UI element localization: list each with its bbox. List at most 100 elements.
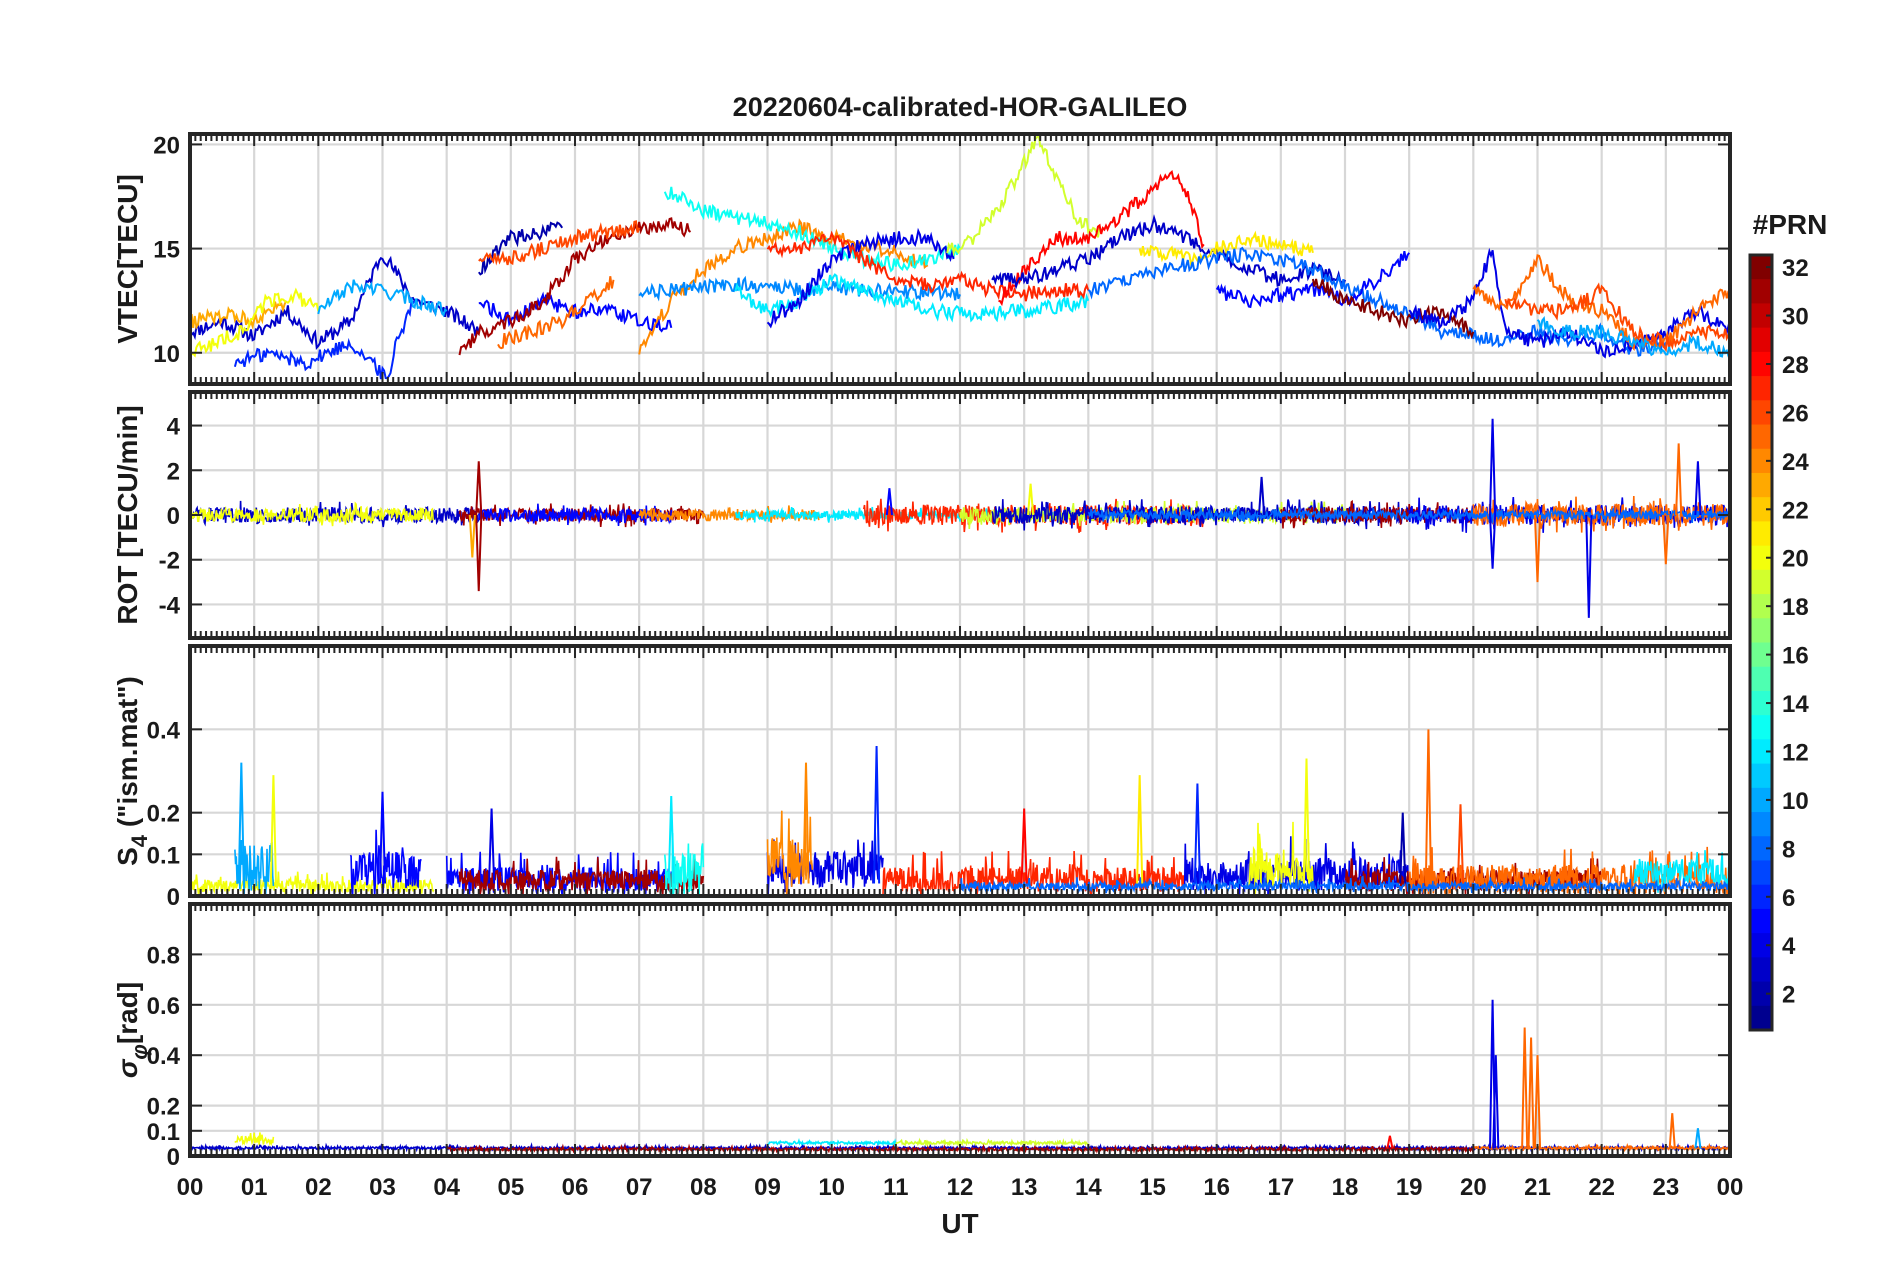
y-tick-label: 0 [167, 884, 180, 911]
series-prn-27 [882, 850, 1186, 896]
y-tick-label: 0.1 [147, 842, 180, 869]
series-prn-21 [1138, 230, 1314, 267]
series-prn-3 [991, 499, 1410, 531]
spike-prn-4 [1585, 514, 1593, 618]
y-tick-label: 0.6 [147, 993, 180, 1020]
colorbar-tick-label: 20 [1782, 546, 1809, 573]
series-prn-5 [478, 503, 673, 527]
series-prn-6 [233, 300, 416, 380]
spike-prn-25 [1521, 1027, 1529, 1149]
axes-frame [188, 390, 1732, 640]
colorbar-step [1750, 1005, 1772, 1031]
colorbar-tick-label: 16 [1782, 643, 1809, 670]
spike-prn-4 [1492, 1055, 1500, 1149]
series-prn-3 [190, 255, 480, 351]
series-prn-4 [766, 831, 884, 896]
grid [188, 646, 1732, 898]
colorbar-tick-label: 2 [1782, 982, 1795, 1009]
spike-prn-5 [378, 791, 387, 884]
spike-prn-4 [1694, 461, 1702, 516]
x-tick-label: 22 [1588, 1174, 1615, 1201]
series-prn-4 [766, 227, 955, 329]
colorbar-step [1750, 424, 1772, 450]
colorbar-step [1750, 569, 1772, 595]
spike-prn-6 [873, 745, 881, 884]
colorbar-step [1750, 376, 1772, 401]
x-tick-label: 17 [1267, 1174, 1294, 1201]
colorbar: 32 30 28 26 24 22 20 18 16 14 12 10 8 6 4 2 #PRN [1748, 209, 1827, 1032]
spike-prn-28 [1020, 808, 1028, 884]
colorbar-tick-label: 8 [1782, 836, 1795, 863]
spike-prn-10 [1694, 1128, 1702, 1149]
axes-frame [188, 902, 1732, 1158]
panel-data [190, 418, 1730, 618]
grid [188, 904, 1732, 1158]
spike-prn-24 [802, 762, 810, 884]
series-prn-26 [478, 220, 641, 266]
x-tick-label: 02 [305, 1174, 332, 1201]
series-prn-26 [1504, 282, 1730, 353]
x-tick-label: 13 [1011, 1174, 1038, 1201]
axes-frame [188, 132, 1732, 386]
series-prn-25 [1472, 254, 1730, 352]
colorbar-step [1750, 642, 1772, 668]
x-tick-label: 00 [1717, 1174, 1744, 1201]
colorbar-step [1750, 812, 1772, 837]
spike-prn-4 [1489, 514, 1497, 569]
series-prn-20 [1248, 821, 1314, 894]
x-tick-label: 07 [626, 1174, 653, 1201]
spike-prn-26 [1456, 804, 1465, 884]
x-tick-label: 19 [1396, 1174, 1423, 1201]
x-tick-label: 04 [433, 1174, 460, 1201]
colorbar-step [1750, 545, 1772, 571]
colorbar-step [1750, 279, 1772, 305]
spike-prn-25 [1533, 514, 1542, 583]
spike-prn-20 [1302, 758, 1311, 884]
series-prn-25 [1472, 495, 1730, 533]
y-tick-label: 0.8 [147, 942, 180, 969]
series-prn-10 [317, 279, 448, 318]
spike-prn-12 [667, 795, 675, 884]
panel-rot: -4 -2 0 2 4 ROT [TECU/min] [112, 390, 1732, 640]
colorbar-step [1750, 618, 1772, 644]
x-tick-label: 21 [1524, 1174, 1551, 1201]
colorbar-tick-label: 10 [1782, 788, 1809, 815]
y-tick-label: 0.2 [147, 801, 180, 828]
colorbar-tick-label: 26 [1782, 400, 1809, 427]
spike-prn-25 [1675, 443, 1683, 516]
y-tick-label: 0.4 [147, 717, 181, 744]
series-prn-19 [895, 1137, 1089, 1148]
y-tick-label: 0.1 [147, 1119, 180, 1146]
colorbar-step [1750, 255, 1772, 280]
y-tick-label: -4 [159, 592, 181, 619]
x-tick-label: 08 [690, 1174, 717, 1201]
colorbar-step [1750, 351, 1772, 377]
colorbar-step [1750, 400, 1772, 426]
colorbar-step [1750, 884, 1772, 910]
colorbar-step [1750, 472, 1772, 498]
x-tick-label: 18 [1332, 1174, 1359, 1201]
x-tick-label: 23 [1652, 1174, 1679, 1201]
series-prn-8 [1087, 506, 1730, 524]
x-tick-labels: 00 01 02 03 04 05 06 07 08 09 10 11 12 13 14 15 16 17 18 19… [177, 1174, 1744, 1201]
spike-prn-25 [1424, 729, 1432, 884]
spike-prn-31 [475, 461, 483, 516]
colorbar-tick-label: 4 [1782, 933, 1796, 960]
colorbar-tick-label: 30 [1782, 304, 1809, 331]
x-tick-label: 12 [947, 1174, 974, 1201]
series-prn-20 [190, 501, 435, 527]
colorbar-step [1750, 666, 1772, 692]
x-tick-label: 11 [883, 1174, 908, 1201]
series-prn-8 [1087, 246, 1667, 357]
colorbar-step [1750, 763, 1772, 789]
panel-sigma_phi: 00.10.2 0.4 0.6 0.8 σφ[rad] [112, 902, 1732, 1171]
colorbar-step [1750, 739, 1772, 765]
series-prn-3 [991, 214, 1346, 290]
spike-prn-20 [269, 775, 277, 884]
colorbar-step [1750, 521, 1772, 547]
colorbar-step [1750, 860, 1772, 886]
panel-data [190, 134, 1730, 380]
colorbar-step [1750, 787, 1772, 813]
spike-prn-5 [885, 488, 893, 516]
colorbar-tick-label: 14 [1782, 691, 1809, 718]
